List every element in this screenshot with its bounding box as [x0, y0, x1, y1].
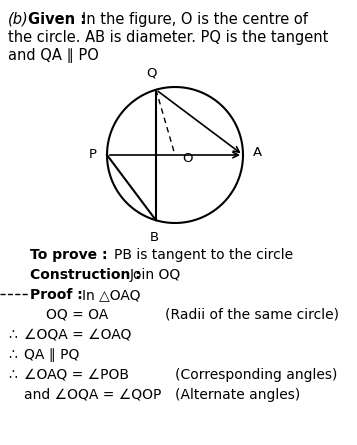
Text: ∴: ∴ [8, 328, 17, 342]
Text: and ∠OQA = ∠QOP: and ∠OQA = ∠QOP [24, 388, 161, 402]
Text: B: B [149, 231, 159, 244]
Text: P: P [89, 149, 97, 162]
Text: ∠OAQ = ∠POB: ∠OAQ = ∠POB [24, 368, 129, 382]
Text: (Corresponding angles): (Corresponding angles) [175, 368, 337, 382]
Text: Q: Q [147, 67, 157, 80]
Text: ∴: ∴ [8, 368, 17, 382]
Text: A: A [253, 146, 262, 158]
Text: Proof :: Proof : [30, 288, 83, 302]
Text: (Radii of the same circle): (Radii of the same circle) [165, 308, 339, 322]
Text: ∴: ∴ [8, 348, 17, 362]
Text: In the figure, O is the centre of: In the figure, O is the centre of [82, 12, 308, 27]
Text: QA ∥ PQ: QA ∥ PQ [24, 348, 79, 362]
Text: (Alternate angles): (Alternate angles) [175, 388, 300, 402]
Text: Given :: Given : [28, 12, 86, 27]
Text: O: O [182, 153, 192, 166]
Text: In △OAQ: In △OAQ [82, 288, 141, 302]
Text: To prove :: To prove : [30, 248, 107, 262]
Text: PB is tangent to the circle: PB is tangent to the circle [114, 248, 293, 262]
Text: (b): (b) [8, 12, 29, 27]
Text: the circle. AB is diameter. PQ is the tangent: the circle. AB is diameter. PQ is the ta… [8, 30, 328, 45]
Text: Join OQ: Join OQ [130, 268, 181, 282]
Text: ∠OQA = ∠OAQ: ∠OQA = ∠OAQ [24, 328, 131, 342]
Text: OQ = OA: OQ = OA [46, 308, 108, 322]
Text: and QA ∥ PO: and QA ∥ PO [8, 48, 99, 63]
Text: Construction :: Construction : [30, 268, 141, 282]
